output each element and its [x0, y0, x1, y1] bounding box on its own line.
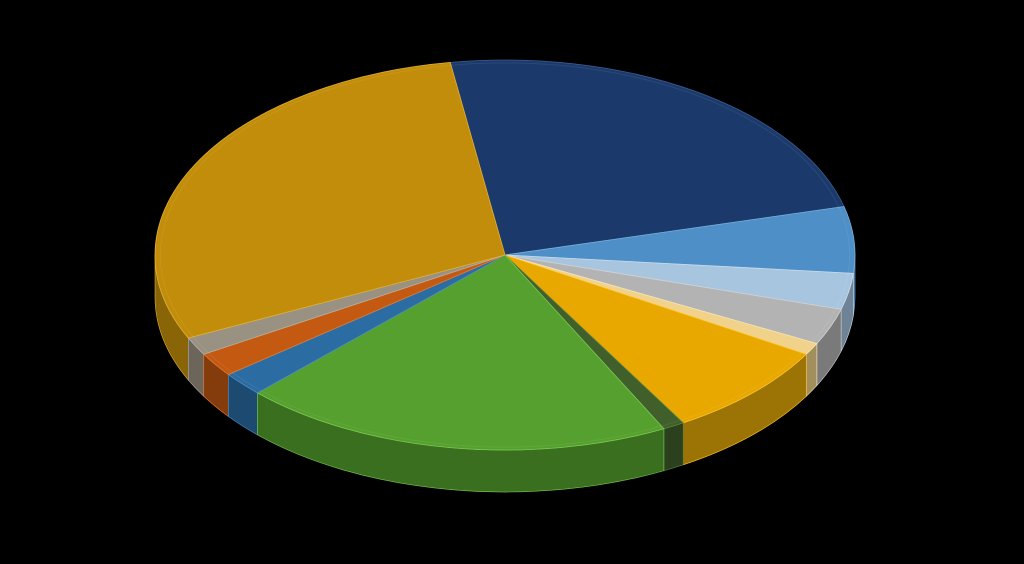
pie-top — [155, 60, 855, 450]
pie-side-wall — [664, 423, 683, 471]
pie-chart-3d — [0, 0, 1024, 564]
pie-svg — [0, 0, 1024, 564]
